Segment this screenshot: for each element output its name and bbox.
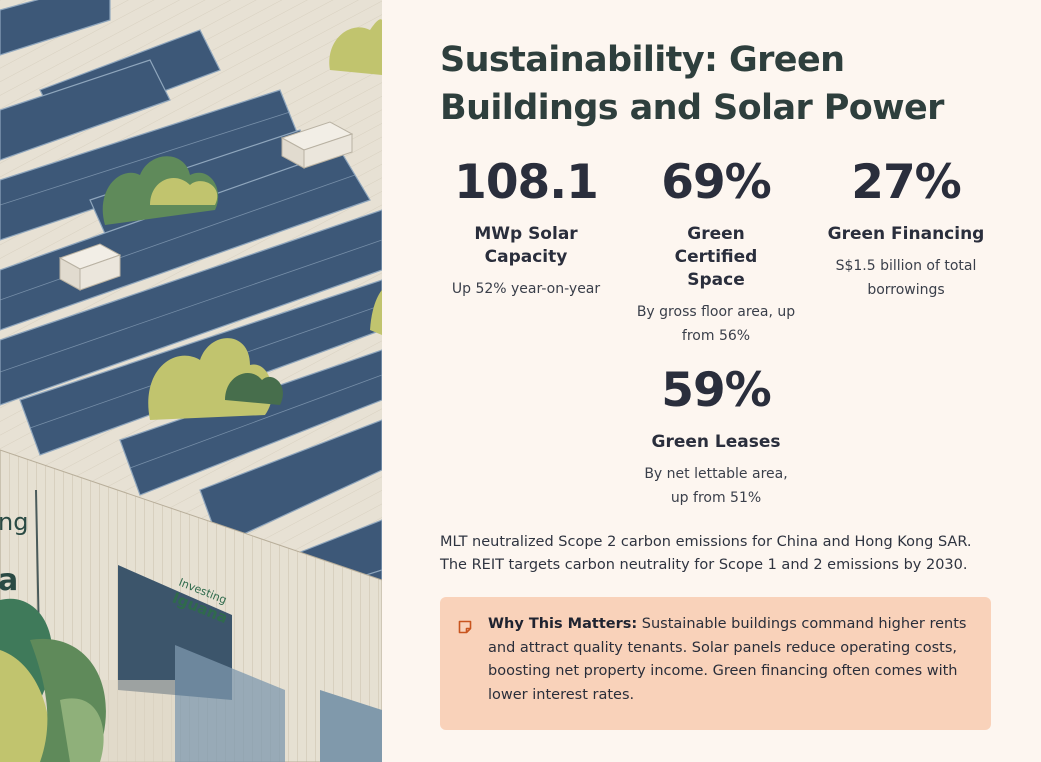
stat-green-financing: 27% Green Financing S$1.5 billion of tot…	[811, 155, 1001, 302]
solar-panel-row	[119, 349, 382, 496]
stat-description: By gross floor area, up from 56%	[636, 304, 796, 344]
stat-description: By net lettable area, up from 51%	[644, 466, 788, 506]
solar-roof-illustration: Investing Iguana ng a	[0, 0, 382, 762]
stat-label: MWp Solar Capacity	[474, 224, 578, 267]
note-icon	[458, 620, 472, 634]
stat-green-leases: 59% Green Leases By net lettable area, u…	[621, 363, 811, 510]
sustainability-note: MLT neutralized Scope 2 carbon emissions…	[440, 534, 972, 573]
stat-description: S$1.5 billion of total borrowings	[835, 258, 977, 298]
callout-text: Why This Matters: Sustainable buildings …	[488, 613, 968, 707]
bush	[148, 338, 283, 420]
stat-description: Up 52% year-on-year	[451, 281, 601, 297]
solar-panel-row	[0, 59, 171, 161]
rooftop-unit	[280, 121, 354, 169]
content-panel: Sustainability: Green Buildings and Sola…	[382, 0, 1041, 762]
solar-panel-row	[0, 209, 382, 406]
why-this-matters-callout: Why This Matters: Sustainable buildings …	[440, 597, 991, 730]
page-title: Sustainability: Green Buildings and Sola…	[440, 40, 944, 128]
bush	[329, 19, 382, 75]
stat-value: 108.1	[454, 155, 599, 210]
stat-value: 59%	[661, 363, 772, 418]
callout-heading: Why This Matters:	[488, 616, 638, 632]
stat-green-certified: 69% Green Certified Space By gross floor…	[621, 155, 811, 348]
illustration-artwork: Investing Iguana ng a	[0, 0, 382, 762]
bush	[102, 156, 219, 225]
stat-value: 69%	[661, 155, 772, 210]
solar-panel-row	[0, 0, 111, 56]
stat-label: Green Leases	[651, 432, 781, 452]
wall-sign-partial-2: a	[0, 563, 18, 598]
wall-sign-partial-1: ng	[0, 508, 28, 536]
stat-label: Green Financing	[827, 224, 985, 244]
stat-solar-capacity: 108.1 MWp Solar Capacity Up 52% year-on-…	[431, 155, 621, 301]
plant-leaves	[0, 598, 106, 762]
rooftop-unit	[58, 243, 122, 291]
stat-label: Green Certified Space	[674, 224, 758, 290]
callout-body: Sustainable buildings command higher ren…	[488, 616, 967, 703]
stat-value: 27%	[851, 155, 962, 210]
